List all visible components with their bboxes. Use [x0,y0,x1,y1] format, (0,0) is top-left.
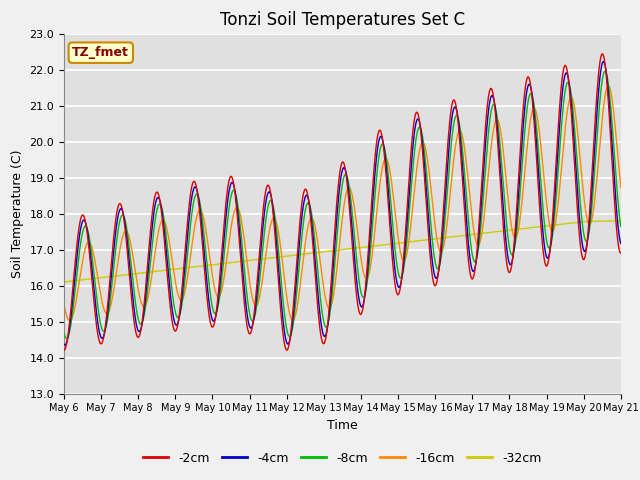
Title: Tonzi Soil Temperatures Set C: Tonzi Soil Temperatures Set C [220,11,465,29]
X-axis label: Time: Time [327,419,358,432]
Text: TZ_fmet: TZ_fmet [72,46,129,59]
Y-axis label: Soil Temperature (C): Soil Temperature (C) [11,149,24,278]
Legend: -2cm, -4cm, -8cm, -16cm, -32cm: -2cm, -4cm, -8cm, -16cm, -32cm [138,447,547,469]
